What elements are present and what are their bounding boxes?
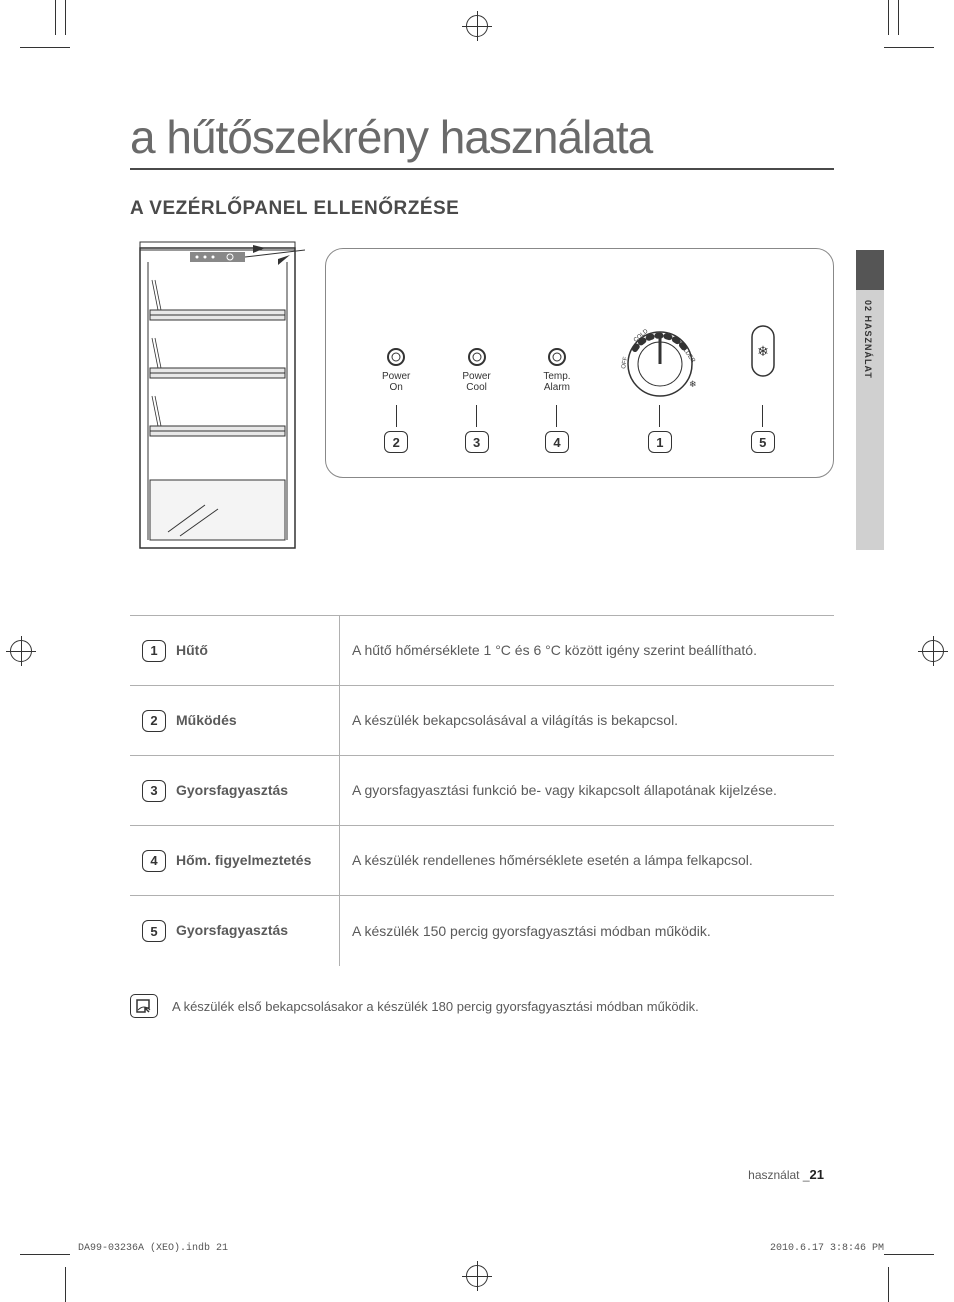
led-label: Temp. Alarm [543,371,570,393]
page-footer: használat _21 [748,1167,824,1182]
row-description: A hűtő hőmérséklete 1 °C és 6 °C között … [340,616,834,685]
fridge-illustration [130,240,305,570]
row-description: A készülék bekapcsolásával a világítás i… [340,686,834,755]
svg-text:❄: ❄ [757,343,769,359]
power-freeze-button: ❄ 5 [740,324,785,453]
print-timestamp: 2010.6.17 3:8:46 PM [770,1243,884,1254]
section-heading: A VEZÉRLŐPANEL ELLENŐRZÉSE [130,198,834,220]
led-power-cool: Power Cool 3 [454,347,499,453]
led-label: Power On [382,371,410,393]
note-text: A készülék első bekapcsolásakor a készül… [172,999,699,1014]
page-title: a hűtőszekrény használata [130,110,834,170]
callout-number: 2 [384,431,408,453]
row-label: Hűtő [176,643,208,658]
row-number: 5 [142,920,166,942]
table-row: 1 Hűtő A hűtő hőmérséklete 1 °C és 6 °C k… [130,616,834,686]
table-row: 3 Gyorsfagyasztás A gyorsfagyasztási funk… [130,756,834,826]
note-icon [130,994,158,1018]
row-description: A készülék 150 percig gyorsfagyasztási m… [340,896,834,966]
footer-label: használat _ [748,1168,809,1182]
row-description: A készülék rendellenes hőmérséklete eset… [340,826,834,895]
row-label: Gyorsfagyasztás [176,783,288,798]
control-panel-diagram: Power On 2 Power Cool 3 Temp. Alarm 4 [130,240,834,585]
svg-text:COLDER: COLDER [676,340,696,364]
row-label: Gyorsfagyasztás [176,923,288,938]
temperature-dial: OFF COLD COLDER ❄ 1 [615,319,705,453]
callout-number: 1 [648,431,672,453]
row-number: 4 [142,850,166,872]
callout-number: 3 [465,431,489,453]
led-power-on: Power On 2 [374,347,419,453]
led-temp-alarm: Temp. Alarm 4 [534,347,579,453]
callout-number: 5 [751,431,775,453]
table-row: 2 Működés A készülék bekapcsolásával a vi… [130,686,834,756]
svg-text:❄: ❄ [689,379,697,389]
row-number: 2 [142,710,166,732]
control-panel-closeup: Power On 2 Power Cool 3 Temp. Alarm 4 [325,248,834,478]
table-row: 4 Hőm. figyelmeztetés A készülék rendelle… [130,826,834,896]
row-description: A gyorsfagyasztási funkció be- vagy kika… [340,756,834,825]
callout-number: 4 [545,431,569,453]
led-label: Power Cool [462,371,490,393]
note-block: A készülék első bekapcsolásakor a készül… [130,994,834,1018]
row-label: Hőm. figyelmeztetés [176,853,311,868]
row-number: 3 [142,780,166,802]
print-footer: DA99-03236A (XEO).indb 21 2010.6.17 3:8:… [0,1243,954,1254]
row-number: 1 [142,640,166,662]
table-row: 5 Gyorsfagyasztás A készülék 150 percig g… [130,896,834,966]
row-label: Működés [176,713,237,728]
footer-page-number: 21 [810,1167,824,1182]
print-file: DA99-03236A (XEO).indb 21 [78,1243,228,1254]
controls-table: 1 Hűtő A hűtő hőmérséklete 1 °C és 6 °C k… [130,615,834,966]
